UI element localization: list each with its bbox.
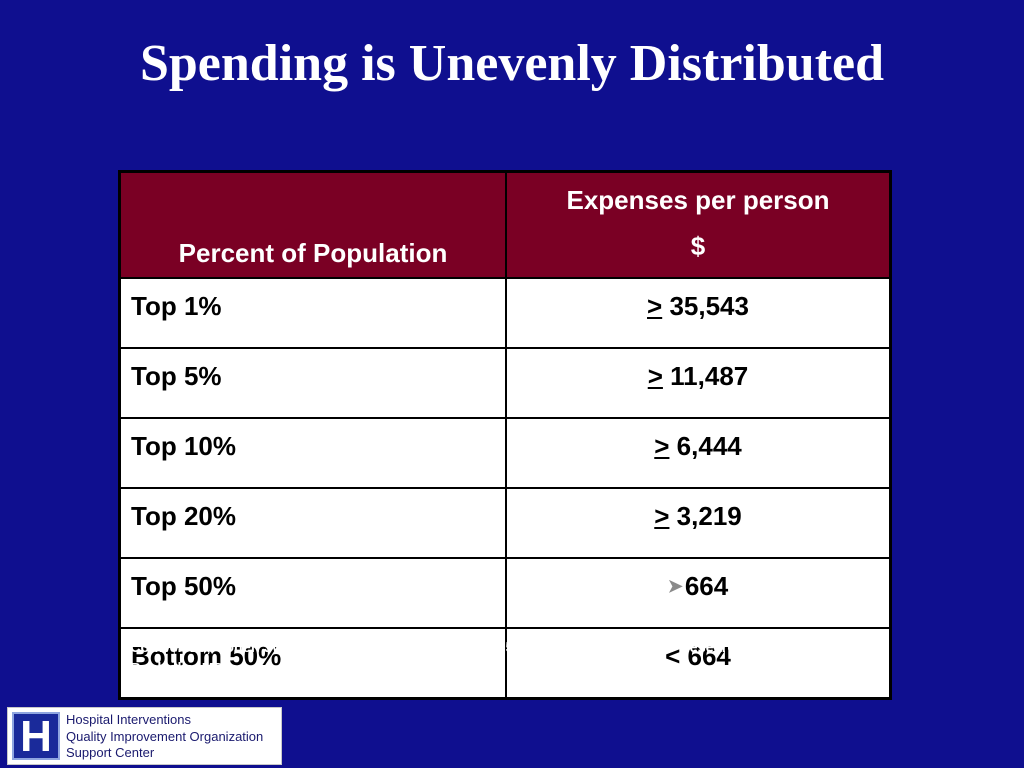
greater-or-equal-sign: > — [647, 361, 663, 391]
spending-table: Percent of Population Expenses per perso… — [118, 170, 892, 700]
header-percent-of-population: Percent of Population — [118, 170, 507, 279]
table-row: Top 50% ➤664 — [118, 557, 892, 629]
row-value: 664 — [687, 641, 731, 671]
row-label: Bottom 50% — [118, 627, 507, 700]
organization-logo: H Hospital Interventions Quality Improve… — [7, 707, 282, 765]
citation-note: Conwell LJ, Cohen JW. Statistical Brief … — [130, 640, 831, 677]
logo-line: Hospital Interventions — [66, 712, 192, 727]
greater-or-equal-sign: > — [647, 291, 663, 321]
header-currency-label: $ — [690, 231, 706, 261]
table-row: Top 5% > 11,487 — [118, 347, 892, 419]
header-expenses-label: Expenses per person — [566, 185, 830, 215]
table-row: Top 1% > 35,543 — [118, 277, 892, 349]
table-row: Top 20% > 3,219 — [118, 487, 892, 559]
greater-or-equal-sign: > — [654, 431, 670, 461]
logo-line: Support Center — [66, 745, 155, 760]
table-row: Bottom 50% < 664 — [118, 627, 892, 700]
row-value-cell: ➤664 — [505, 557, 892, 629]
row-label: Top 20% — [118, 487, 507, 559]
row-value: 664 — [684, 571, 729, 601]
less-than-sign: < — [665, 641, 681, 671]
logo-line: Quality Improvement Organization — [66, 728, 264, 744]
logo-text: Hospital Interventions Quality Improveme… — [66, 712, 263, 762]
row-value-cell: < 664 — [505, 627, 892, 700]
row-label: Top 50% — [118, 557, 507, 629]
header-expenses-per-person: Expenses per person $ — [505, 170, 892, 279]
row-value-cell: > 11,487 — [505, 347, 892, 419]
row-value: 11,487 — [670, 361, 749, 391]
row-label: Top 10% — [118, 417, 507, 489]
hospital-h-icon: H — [12, 712, 60, 760]
table-header-row: Percent of Population Expenses per perso… — [118, 170, 892, 279]
row-label: Top 5% — [118, 347, 507, 419]
row-value: 35,543 — [669, 291, 749, 321]
row-value-cell: > 6,444 — [505, 417, 892, 489]
row-value: 6,444 — [676, 431, 742, 461]
slide-title: Spending is Unevenly Distributed — [139, 35, 885, 92]
row-label: Top 1% — [118, 277, 507, 349]
row-value-cell: > 3,219 — [505, 487, 892, 559]
row-value-cell: > 35,543 — [505, 277, 892, 349]
table-row: Top 10% > 6,444 — [118, 417, 892, 489]
row-value: 3,219 — [676, 501, 742, 531]
greater-or-equal-sign: > — [654, 501, 670, 531]
logo-mark-letter: H — [20, 712, 52, 761]
arrow-bullet-icon: ➤ — [667, 576, 683, 596]
